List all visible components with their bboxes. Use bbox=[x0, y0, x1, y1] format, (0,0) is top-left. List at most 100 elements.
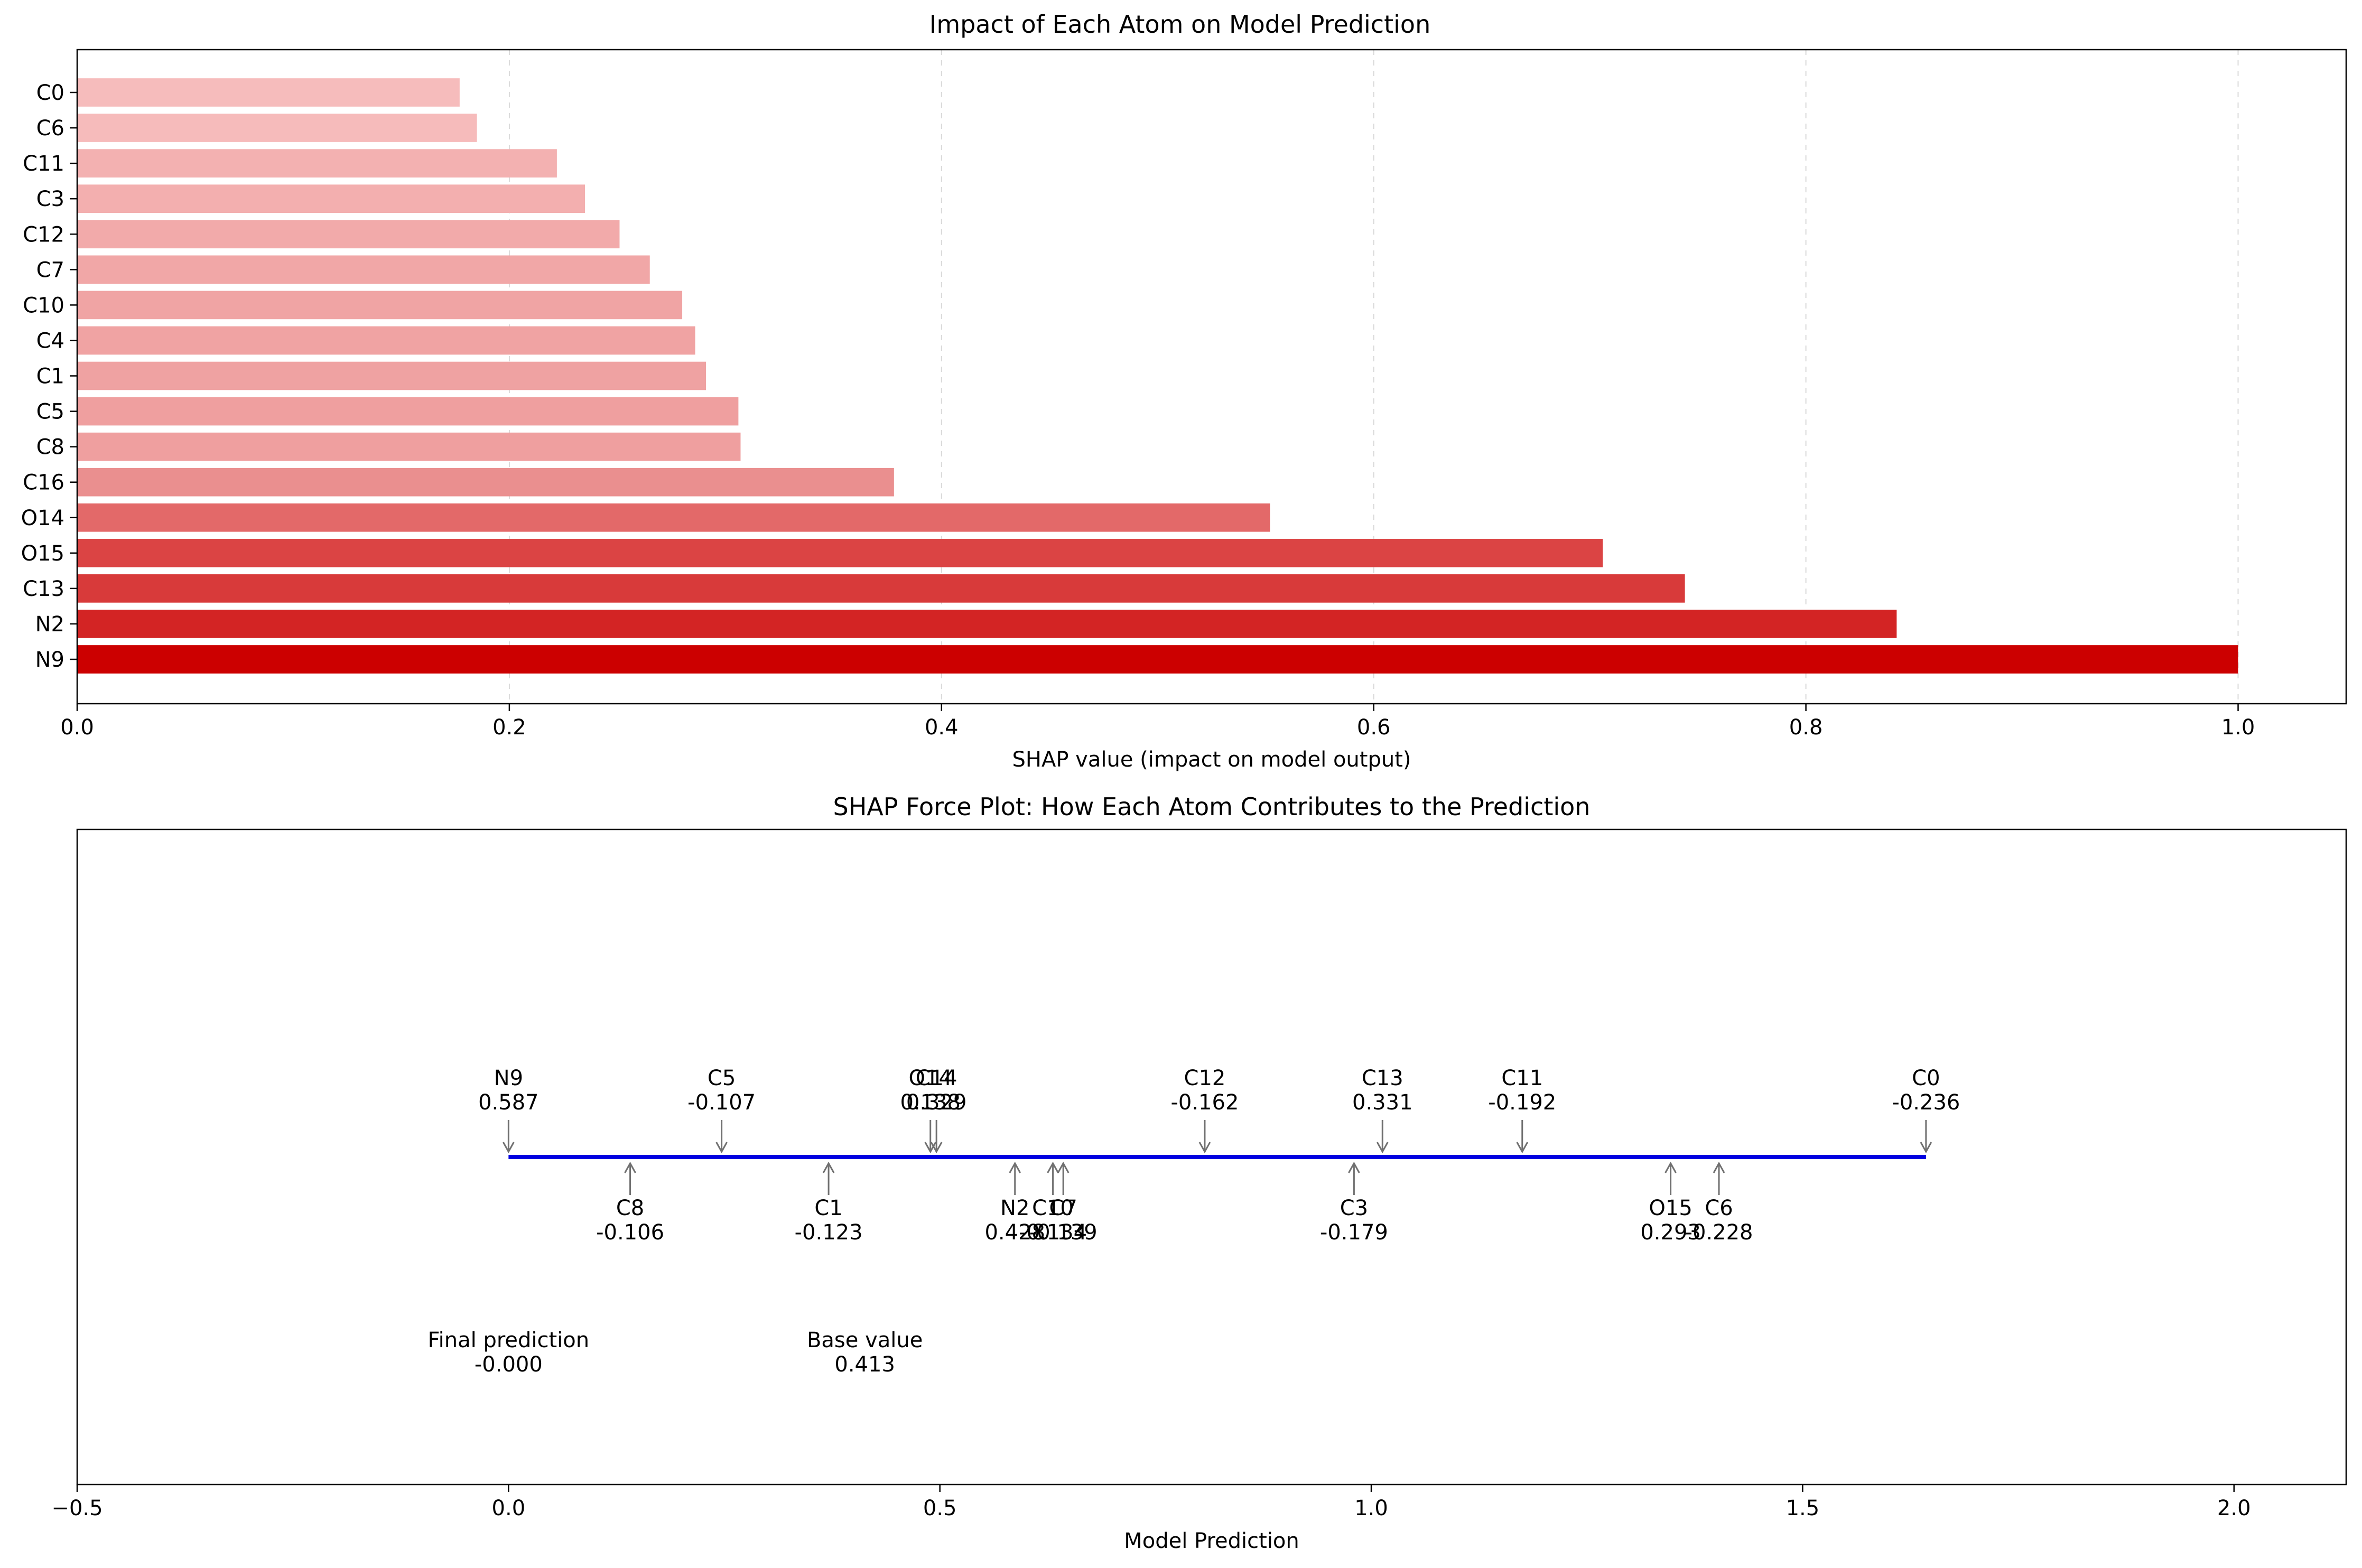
force-plot-x-tick-label: 1.5 bbox=[1786, 1496, 1820, 1520]
bar-chart-y-tick-label: C0 bbox=[36, 81, 64, 105]
force-arrow-head bbox=[1009, 1161, 1021, 1173]
bar-chart-y-tick-label: C8 bbox=[36, 435, 64, 460]
force-plot-x-tick-label: 2.0 bbox=[2217, 1496, 2251, 1520]
bar-N2 bbox=[77, 610, 1897, 638]
force-arrow-head bbox=[715, 1142, 728, 1154]
bar-C5 bbox=[77, 397, 739, 426]
bar-chart-x-tick-label: 0.4 bbox=[925, 715, 959, 740]
force-feature-value-O15: 0.293 bbox=[1640, 1220, 1701, 1245]
bar-chart-x-axis-label: SHAP value (impact on model output) bbox=[1012, 748, 1411, 772]
force-plot-x-tick-label: 0.0 bbox=[492, 1496, 526, 1520]
base-value-value: 0.413 bbox=[834, 1352, 895, 1377]
force-feature-value-C10: -0.134 bbox=[1019, 1220, 1087, 1245]
bar-chart-y-tick-label: O14 bbox=[21, 506, 64, 530]
force-feature-name-C3: C3 bbox=[1340, 1196, 1368, 1220]
force-feature-name-C0: C0 bbox=[1912, 1066, 1940, 1090]
force-feature-name-C14: C14 bbox=[916, 1066, 957, 1090]
bar-C3 bbox=[77, 184, 585, 213]
force-feature-value-C7: -0.139 bbox=[1029, 1220, 1098, 1245]
bar-chart-y-tick-label: C12 bbox=[23, 222, 64, 247]
bar-C10 bbox=[77, 291, 683, 320]
bar-chart-y-tick-label: C16 bbox=[23, 471, 64, 495]
force-feature-value-C5: -0.107 bbox=[687, 1090, 756, 1115]
force-arrow-head bbox=[1516, 1142, 1529, 1154]
force-plot-x-axis-label: Model Prediction bbox=[1124, 1529, 1299, 1553]
force-feature-name-N9: N9 bbox=[494, 1066, 523, 1090]
bar-chart-y-tick-label: N2 bbox=[35, 612, 64, 637]
force-feature-name-C6: C6 bbox=[1705, 1196, 1733, 1220]
bar-chart-y-tick-label: N9 bbox=[35, 648, 64, 672]
force-arrow-head bbox=[624, 1161, 636, 1173]
bar-chart-x-ticks: 0.0 0.2 0.4 0.6 0.8 1.0 bbox=[60, 704, 2255, 740]
force-feature-value-C11: -0.192 bbox=[1488, 1090, 1556, 1115]
final-prediction-value: -0.000 bbox=[475, 1352, 543, 1377]
force-feature-value-N2: 0.428 bbox=[984, 1220, 1045, 1245]
force-plot-x-ticks: −0.5 0.0 0.5 1.0 1.5 2.0 bbox=[51, 1485, 2251, 1520]
shap-force-plot: SHAP Force Plot: How Each Atom Contribut… bbox=[51, 792, 2347, 1553]
force-plot-x-tick-label: 1.0 bbox=[1354, 1496, 1388, 1520]
bar-chart-y-tick-label: C6 bbox=[36, 116, 64, 141]
force-feature-value-N9: 0.587 bbox=[478, 1090, 539, 1115]
bar-O15 bbox=[77, 538, 1603, 567]
force-feature-name-C8: C8 bbox=[616, 1196, 644, 1220]
bar-N9 bbox=[77, 645, 2238, 674]
bar-chart-y-tick-label: C7 bbox=[36, 258, 64, 282]
force-arrow-head bbox=[1047, 1161, 1059, 1173]
base-value-label: Base value bbox=[807, 1328, 923, 1352]
force-feature-name-C12: C12 bbox=[1184, 1066, 1226, 1090]
force-feature-name-C11: C11 bbox=[1501, 1066, 1543, 1090]
bar-chart-x-tick-label: 0.6 bbox=[1357, 715, 1391, 740]
force-plot-x-tick-label: 0.5 bbox=[923, 1496, 957, 1520]
force-arrow-head bbox=[503, 1142, 515, 1154]
force-arrow-head bbox=[1198, 1142, 1211, 1154]
bar-C16 bbox=[77, 468, 894, 497]
bar-C12 bbox=[77, 220, 620, 249]
force-arrow-head bbox=[1664, 1161, 1677, 1173]
force-arrow-head bbox=[822, 1161, 835, 1173]
force-feature-name-C13: C13 bbox=[1362, 1066, 1403, 1090]
bar-C11 bbox=[77, 149, 557, 178]
bar-C1 bbox=[77, 361, 706, 390]
bar-C8 bbox=[77, 432, 741, 461]
force-feature-name-O15: O15 bbox=[1649, 1196, 1692, 1220]
bar-chart-y-tick-label: C1 bbox=[36, 365, 64, 389]
bar-C6 bbox=[77, 114, 477, 142]
force-arrow-head bbox=[1920, 1142, 1932, 1154]
bar-chart-y-ticks: C0 C6 C11 C3 C12 C7 C10 C4 C1 C5 C8 C16 O14 O15 C13 N2 N… bbox=[21, 81, 77, 672]
force-feature-value-C0: -0.236 bbox=[1892, 1090, 1960, 1115]
bar-chart-y-tick-label: C10 bbox=[23, 293, 64, 318]
atom-impact-bar-chart: Impact of Each Atom on Model Prediction … bbox=[21, 10, 2347, 772]
bar-chart-x-tick-label: 0.2 bbox=[492, 715, 526, 740]
bar-chart-x-tick-label: 0.8 bbox=[1789, 715, 1823, 740]
force-feature-value-C6: -0.228 bbox=[1685, 1220, 1753, 1245]
force-feature-value-C3: -0.179 bbox=[1320, 1220, 1388, 1245]
bar-chart-title: Impact of Each Atom on Model Prediction bbox=[929, 10, 1430, 39]
force-feature-name-N2: N2 bbox=[1000, 1196, 1029, 1220]
force-plot-title: SHAP Force Plot: How Each Atom Contribut… bbox=[833, 792, 1591, 821]
force-arrow-head bbox=[1713, 1161, 1725, 1173]
bar-chart-y-tick-label: O15 bbox=[21, 542, 64, 566]
bar-C13 bbox=[77, 574, 1685, 603]
force-feature-name-C5: C5 bbox=[708, 1066, 736, 1090]
force-plot-frame bbox=[76, 828, 2347, 1486]
bar-chart-frame bbox=[76, 49, 2347, 705]
force-feature-name-C7: C7 bbox=[1049, 1196, 1077, 1220]
final-prediction-label: Final prediction bbox=[428, 1328, 590, 1352]
force-arrow-head bbox=[930, 1142, 943, 1154]
bar-C0 bbox=[77, 78, 460, 107]
force-plot-x-tick-label: −0.5 bbox=[51, 1496, 103, 1520]
force-arrow-head bbox=[1348, 1161, 1360, 1173]
bar-chart-x-tick-label: 0.0 bbox=[60, 715, 94, 740]
force-feature-value-C13: 0.331 bbox=[1352, 1090, 1413, 1115]
bar-chart-y-tick-label: C11 bbox=[23, 152, 64, 176]
bar-chart-bars bbox=[77, 78, 2238, 674]
bar-chart-y-tick-label: C3 bbox=[36, 187, 64, 211]
force-arrow-head bbox=[1376, 1142, 1389, 1154]
bar-C4 bbox=[77, 326, 695, 355]
bar-chart-y-tick-label: C5 bbox=[36, 400, 64, 424]
force-feature-value-C14: 0.329 bbox=[906, 1090, 967, 1115]
force-arrow-head bbox=[1057, 1161, 1070, 1173]
